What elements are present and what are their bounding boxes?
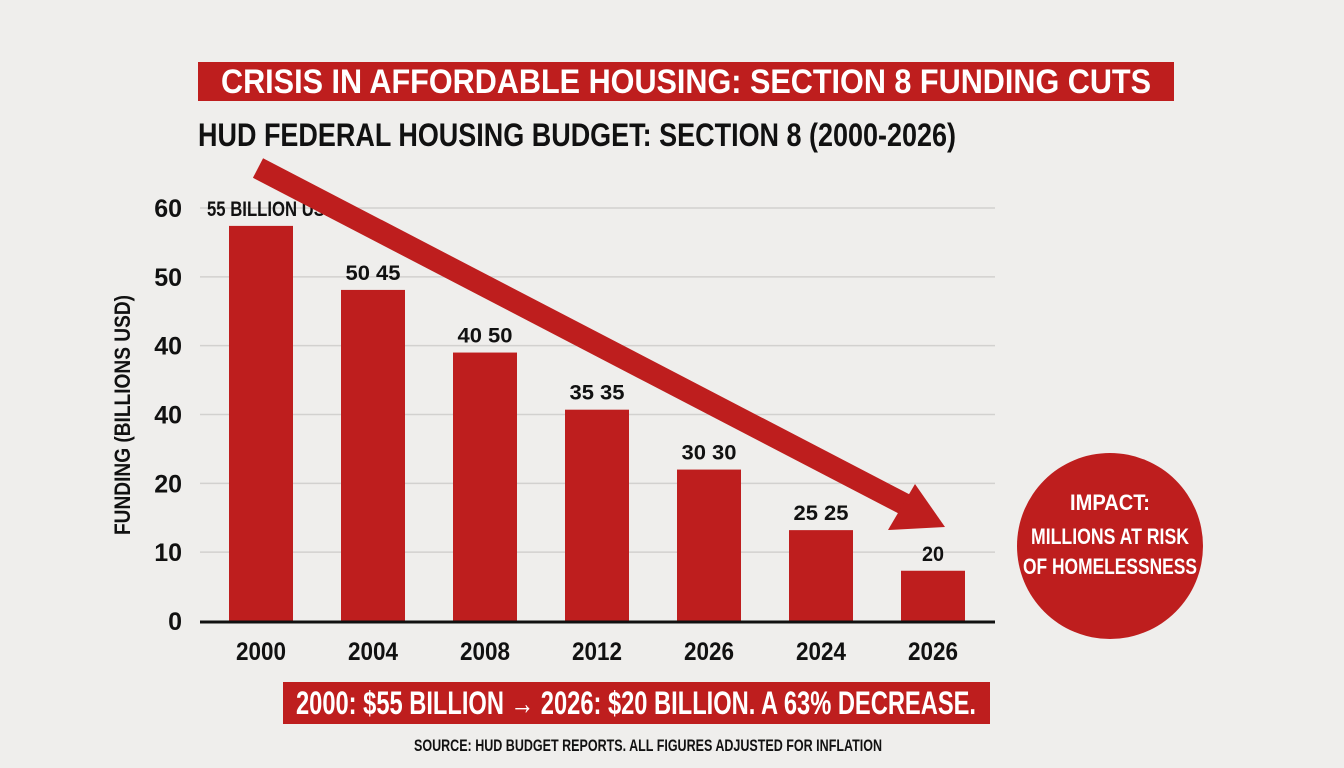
y-tick-label: 0 bbox=[168, 608, 182, 636]
data-label: 25 25 bbox=[794, 502, 849, 525]
y-axis-label: FUNDING (BILLIONS USD) bbox=[110, 295, 135, 535]
y-tick-label: 40 bbox=[154, 402, 182, 430]
impact-line2: MILLIONS AT RISK bbox=[1031, 524, 1189, 549]
x-tick-label: 2026 bbox=[684, 638, 734, 666]
bar bbox=[789, 530, 853, 621]
chart-title: HUD FEDERAL HOUSING BUDGET: SECTION 8 (2… bbox=[198, 117, 956, 153]
y-tick-label: 60 bbox=[154, 195, 182, 223]
x-tick-label: 2026 bbox=[908, 638, 958, 666]
data-label: 20 bbox=[922, 543, 944, 566]
bar bbox=[565, 409, 629, 621]
x-tick-label: 2012 bbox=[572, 638, 622, 666]
bar bbox=[341, 289, 405, 621]
source-note: SOURCE: HUD BUDGET REPORTS. ALL FIGURES … bbox=[414, 736, 882, 755]
summary: 2000: $55 BILLION → 2026: $20 BILLION. A… bbox=[296, 685, 976, 721]
trend-arrow bbox=[252, 158, 945, 530]
title-banner bbox=[198, 62, 1174, 101]
summary-banner bbox=[283, 682, 990, 724]
x-tick-label: 2004 bbox=[348, 638, 398, 666]
data-label: 30 30 bbox=[682, 442, 737, 465]
impact-line1: IMPACT: bbox=[1070, 490, 1150, 515]
bar bbox=[677, 469, 741, 621]
x-tick-label: 2024 bbox=[796, 638, 846, 666]
data-label: 35 35 bbox=[570, 382, 625, 405]
y-tick-label: 20 bbox=[154, 470, 182, 498]
y-tick-label: 50 bbox=[154, 264, 182, 292]
impact-circle bbox=[1017, 453, 1203, 639]
bar bbox=[453, 352, 517, 621]
x-tick-label: 2008 bbox=[460, 638, 510, 666]
impact-line3: OF HOMELESSNESS bbox=[1023, 554, 1197, 579]
data-label: 40 50 bbox=[458, 325, 513, 348]
title: CRISIS IN AFFORDABLE HOUSING: SECTION 8 … bbox=[221, 63, 1151, 101]
bar bbox=[229, 225, 293, 621]
y-tick-label: 40 bbox=[154, 333, 182, 361]
y-tick-label: 10 bbox=[154, 539, 182, 567]
data-label: 50 45 bbox=[346, 262, 401, 285]
x-tick-label: 2000 bbox=[236, 638, 286, 666]
bar bbox=[901, 570, 965, 621]
